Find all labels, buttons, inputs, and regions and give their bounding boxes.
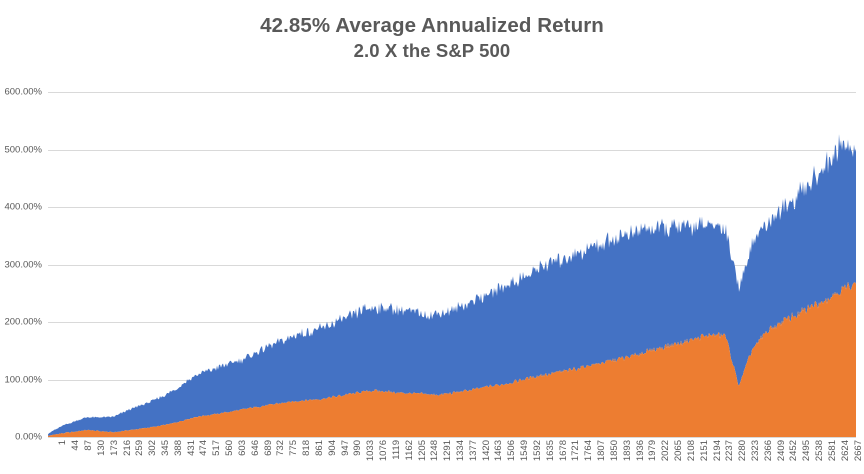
x-axis-tick-label: 947 [339,440,351,456]
x-axis-tick-label: 2065 [673,440,685,462]
x-axis-tick-label: 1463 [493,440,505,462]
x-axis-tick-label: 1506 [506,440,518,462]
x-axis-labels: 1 44 87 130 173 216 259 302 345 388 431 474 517 560 60… [48,440,863,474]
x-axis-tick-label: 861 [313,440,325,456]
y-axis-tick-label: 0.00% [15,431,42,443]
x-axis-tick-label: 2667 [852,440,864,462]
x-axis-tick-label: 904 [326,440,338,456]
x-axis-tick-label: 1420 [480,440,492,462]
x-axis-tick-label: 517 [211,440,223,456]
x-axis-tick-label: 1721 [570,440,582,462]
x-axis-tick-label: 1764 [583,440,595,462]
x-axis-tick-label: 1549 [519,440,531,462]
x-axis-tick-label: 302 [147,440,159,456]
x-axis-tick-label: 2194 [711,440,723,462]
x-axis-tick-label: 732 [275,440,287,456]
x-axis-line [48,437,856,438]
x-axis-tick-label: 1 [57,440,69,446]
x-axis-tick-label: 1205 [416,440,428,462]
x-axis-tick-label: 2022 [660,440,672,462]
x-axis-tick-label: 259 [134,440,146,456]
x-axis-tick-label: 2280 [737,440,749,462]
y-axis-tick-label: 500.00% [4,144,42,155]
x-axis-tick-label: 818 [301,440,313,456]
y-axis-tick-label: 200.00% [4,316,42,328]
x-axis-tick-label: 1291 [442,440,454,462]
x-axis-tick-label: 560 [224,440,236,456]
x-axis-tick-label: 173 [108,440,120,456]
series-blue-area [48,134,856,436]
x-axis-tick-label: 1635 [544,440,556,462]
x-axis-tick-label: 431 [185,440,197,456]
x-axis-tick-label: 2452 [788,440,800,462]
x-axis-tick-label: 1119 [390,440,402,460]
x-axis-tick-label: 1162 [403,440,415,461]
y-axis-tick-label: 600.00% [4,86,42,98]
x-axis-tick-label: 2624 [839,440,851,462]
x-axis-tick-label: 216 [121,440,133,456]
x-axis-tick-label: 2409 [775,440,787,462]
x-axis-tick-label: 1377 [467,440,479,462]
chart-title-line-1: 42.85% Average Annualized Return [260,14,604,37]
series-orange-area [48,281,856,437]
x-axis-tick-label: 2108 [685,440,697,462]
x-axis-tick-label: 1334 [455,440,466,462]
x-axis-tick-label: 603 [236,440,248,456]
x-axis-tick-label: 2323 [749,440,761,462]
y-axis-tick-label: 300.00% [4,259,42,270]
chart-title-line-2: 2.0 X the S&P 500 [353,40,511,62]
y-axis-tick-label: 400.00% [4,201,42,213]
y-axis-labels: 0.00% 100.00% 200.00% 300.00% 400.00% 500.00%… [0,87,42,443]
x-axis-tick-label: 775 [288,440,300,456]
x-axis-tick-label: 2538 [814,440,826,462]
x-axis-tick-label: 388 [172,440,184,456]
x-axis-tick-label: 689 [262,440,274,456]
chart-title: 42.85% Average Annualized Return 2.0 X t… [0,12,864,63]
x-axis-tick-label: 1850 [608,440,620,462]
x-axis-tick-label: 1979 [647,440,659,462]
y-axis-tick-label: 100.00% [4,374,42,385]
x-axis-tick-label: 474 [198,440,210,456]
x-axis-tick-label: 2366 [762,440,774,462]
x-axis-tick-label: 44 [70,440,82,451]
x-axis-tick-label: 87 [83,440,95,451]
plot-area [48,92,856,437]
x-axis-tick-label: 345 [160,440,172,456]
x-axis-tick-label: 2581 [826,440,838,462]
x-axis-tick-label: 1033 [365,440,377,462]
x-axis-tick-label: 1592 [531,440,543,462]
x-axis-tick-label: 130 [95,440,107,456]
x-axis-tick-label: 1678 [557,440,569,462]
x-axis-tick-label: 2151 [698,440,710,462]
x-axis-tick-label: 1248 [429,440,441,462]
x-axis-tick-label: 2237 [724,440,736,462]
x-axis-tick-label: 990 [352,440,364,456]
x-axis-tick-label: 1076 [378,440,390,462]
x-axis-tick-label: 1936 [634,440,646,462]
x-axis-tick-label: 1893 [621,440,633,462]
stacked-area-series [48,134,856,437]
x-axis-tick-label: 1807 [596,440,608,462]
x-axis-tick-label: 2495 [801,440,813,462]
x-axis-tick-label: 646 [249,440,261,456]
